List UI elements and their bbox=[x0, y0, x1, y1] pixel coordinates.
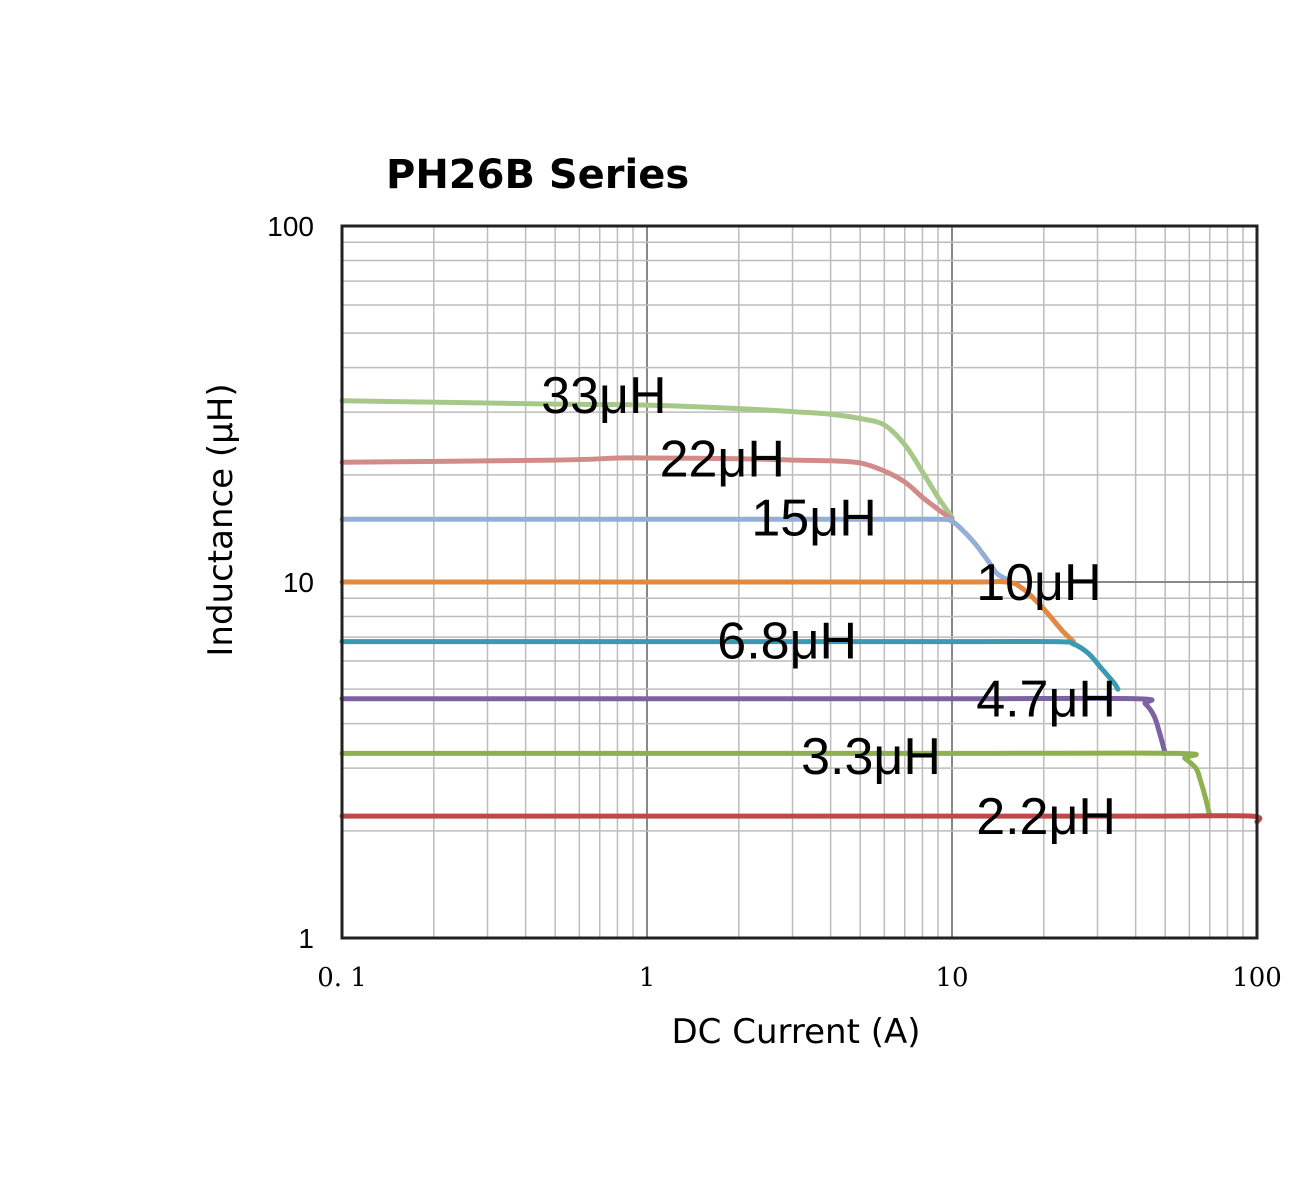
series-label-2: 15μH bbox=[751, 489, 876, 547]
series-line-6 bbox=[339, 750, 1213, 819]
series-line-2 bbox=[339, 516, 1009, 582]
x-tick-label: 1 bbox=[639, 963, 656, 993]
series-label-5: 4.7μH bbox=[976, 671, 1116, 729]
x-tick-label: 100 bbox=[1232, 963, 1282, 993]
series-line-7 bbox=[339, 813, 1263, 825]
chart-title: PH26B Series bbox=[386, 152, 689, 198]
series-line-5 bbox=[339, 695, 1168, 756]
x-tick-label: 10 bbox=[935, 963, 968, 993]
y-tick-label: 10 bbox=[283, 567, 314, 598]
series-label-3: 10μH bbox=[976, 554, 1101, 612]
series-label-1: 22μH bbox=[660, 431, 785, 489]
series-line-1 bbox=[339, 455, 955, 522]
plot-frame bbox=[340, 224, 1259, 940]
series-label-6: 3.3μH bbox=[801, 728, 941, 786]
series-label-0: 33μH bbox=[541, 367, 666, 425]
x-tick-label: 0. 1 bbox=[317, 963, 367, 993]
y-tick-labels: 1 10 100 bbox=[267, 211, 314, 954]
series-label-7: 2.2μH bbox=[976, 788, 1116, 846]
y-tick-label: 100 bbox=[267, 211, 314, 242]
series-line-3 bbox=[339, 579, 1076, 645]
series-layer bbox=[339, 398, 1263, 825]
y-tick-label: 1 bbox=[298, 923, 314, 954]
series-line-0 bbox=[339, 398, 955, 520]
series-label-4: 6.8μH bbox=[717, 613, 857, 671]
x-tick-labels: 0. 1 1 10 100 bbox=[317, 963, 1282, 993]
series-line-4 bbox=[339, 638, 1121, 692]
y-axis-label: Inductance (μH) bbox=[201, 383, 241, 656]
x-axis-label: DC Current (A) bbox=[671, 1012, 920, 1052]
